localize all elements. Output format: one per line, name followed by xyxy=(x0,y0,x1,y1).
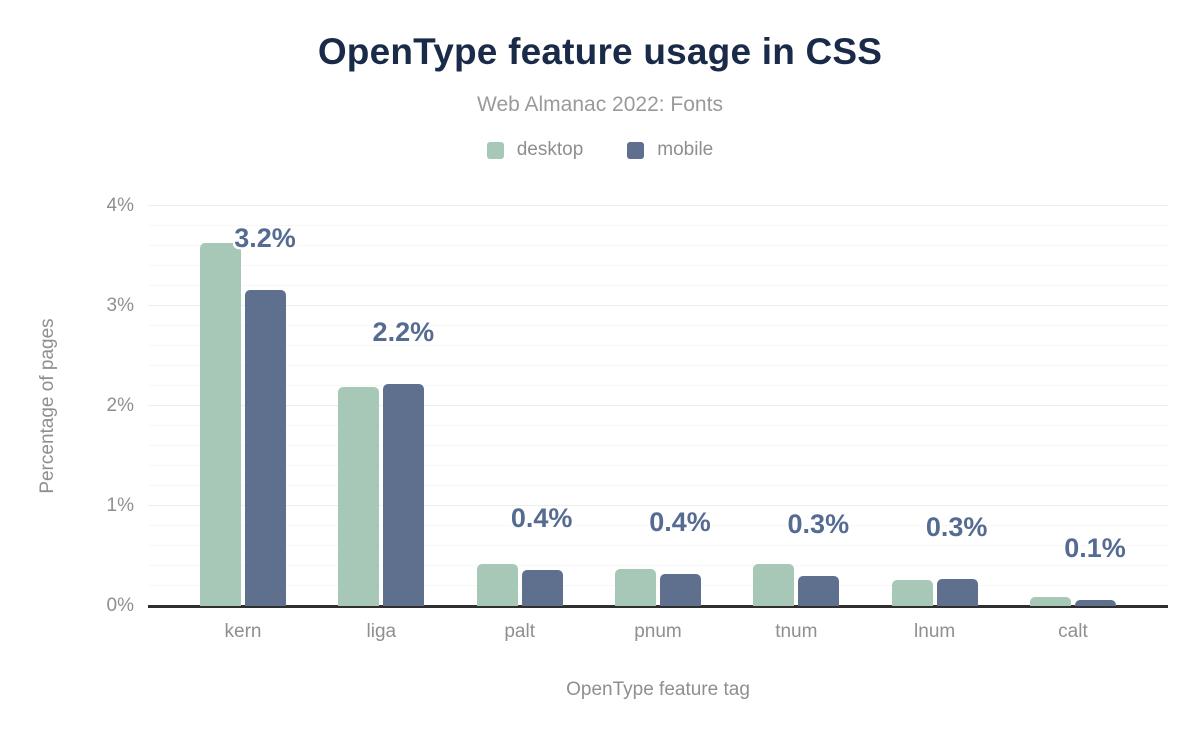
bar-value-label-tnum: 0.3% xyxy=(787,509,850,539)
gridline-minor xyxy=(148,585,1168,586)
bar-desktop-lnum[interactable] xyxy=(891,580,933,606)
gridline-minor xyxy=(148,245,1168,246)
legend: desktop mobile xyxy=(0,139,1200,161)
x-axis-line xyxy=(148,605,1168,608)
bar-value-label-lnum: 0.3% xyxy=(925,512,988,542)
plot-area: 0% 1% 2% 3% 4% 3.2% kern 2.2% liga 0.4% palt 0.4% p… xyxy=(107,195,1168,642)
bar-groups: 3.2% kern 2.2% liga 0.4% palt 0.4% pnum 0.3% tnum… xyxy=(148,206,1168,642)
legend-label-mobile: mobile xyxy=(657,139,714,160)
bar-mobile-pnum[interactable] xyxy=(659,574,701,606)
bar-value-label-calt: 0.1% xyxy=(1064,533,1126,563)
bar-desktop-liga[interactable] xyxy=(338,387,380,606)
bar-mobile-kern[interactable] xyxy=(245,290,286,606)
bar-value-label-pnum: 0.4% xyxy=(649,507,711,537)
legend-item-mobile: mobile xyxy=(627,139,713,161)
bar-value-label-liga: 2.2% xyxy=(372,317,435,347)
bar-mobile-calt[interactable] xyxy=(1074,600,1116,606)
chart-subtitle: Web Almanac 2022: Fonts xyxy=(477,93,723,116)
x-tick-label-palt: palt xyxy=(504,621,535,642)
x-tick-label-tnum: tnum xyxy=(775,621,818,642)
bar-mobile-lnum[interactable] xyxy=(936,579,978,606)
gridline-minor xyxy=(148,525,1168,526)
gridline-minor xyxy=(148,365,1168,366)
y-tick-label: 2% xyxy=(106,395,134,416)
bar-mobile-tnum[interactable] xyxy=(798,576,840,606)
y-tick-label: 3% xyxy=(106,295,134,316)
x-tick-label-kern: kern xyxy=(224,621,262,642)
x-tick-label-calt: calt xyxy=(1058,621,1088,642)
y-tick-label: 4% xyxy=(106,195,134,216)
bar-group-kern: 3.2% kern xyxy=(200,206,296,642)
legend-label-desktop: desktop xyxy=(516,139,584,160)
bar-mobile-liga[interactable] xyxy=(383,384,425,606)
gridline-minor xyxy=(148,385,1168,386)
gridline-minor xyxy=(148,285,1168,286)
bar-group-liga: 2.2% liga xyxy=(338,206,434,642)
bar-group-palt: 0.4% palt xyxy=(476,206,572,642)
y-tick-label: 1% xyxy=(106,495,134,516)
gridline-minor xyxy=(148,265,1168,266)
x-tick-label-pnum: pnum xyxy=(634,621,682,642)
bar-value-label-kern: 3.2% xyxy=(234,223,296,253)
gridline-minor xyxy=(148,225,1168,226)
legend-swatch-desktop-icon xyxy=(486,141,504,159)
x-tick-label-liga: liga xyxy=(366,621,397,642)
gridline-minor xyxy=(148,565,1168,566)
gridline-minor xyxy=(148,425,1168,426)
bar-value-label-palt: 0.4% xyxy=(510,503,573,533)
bar-desktop-tnum[interactable] xyxy=(753,564,795,606)
gridline-minor xyxy=(148,465,1168,466)
bar-desktop-kern[interactable] xyxy=(200,243,241,606)
gridline-minor xyxy=(148,485,1168,486)
x-tick-label-lnum: lnum xyxy=(914,621,956,642)
gridline-minor xyxy=(148,445,1168,446)
legend-swatch-mobile-icon xyxy=(627,141,645,159)
gridline-minor xyxy=(148,325,1168,326)
y-axis-title: Percentage of pages xyxy=(37,318,58,494)
bar-group-lnum: 0.3% lnum xyxy=(891,206,987,642)
bar-desktop-pnum[interactable] xyxy=(614,569,656,606)
bar-desktop-calt[interactable] xyxy=(1029,597,1071,606)
bar-mobile-palt[interactable] xyxy=(521,570,563,606)
gridline-minor xyxy=(148,345,1168,346)
y-tick-label: 0% xyxy=(106,595,134,616)
gridline-minor xyxy=(148,545,1168,546)
bar-group-tnum: 0.3% tnum xyxy=(753,206,849,642)
x-axis-title: OpenType feature tag xyxy=(566,679,750,700)
gridline-major xyxy=(148,405,1168,406)
bar-desktop-palt[interactable] xyxy=(476,564,518,606)
legend-item-desktop: desktop xyxy=(486,139,584,161)
gridline-major xyxy=(148,205,1168,206)
gridline-major xyxy=(148,505,1168,506)
bar-group-pnum: 0.4% pnum xyxy=(614,206,711,642)
bar-group-calt: 0.1% calt xyxy=(1029,206,1126,642)
gridline-major xyxy=(148,305,1168,306)
chart-title: OpenType feature usage in CSS xyxy=(317,31,883,72)
